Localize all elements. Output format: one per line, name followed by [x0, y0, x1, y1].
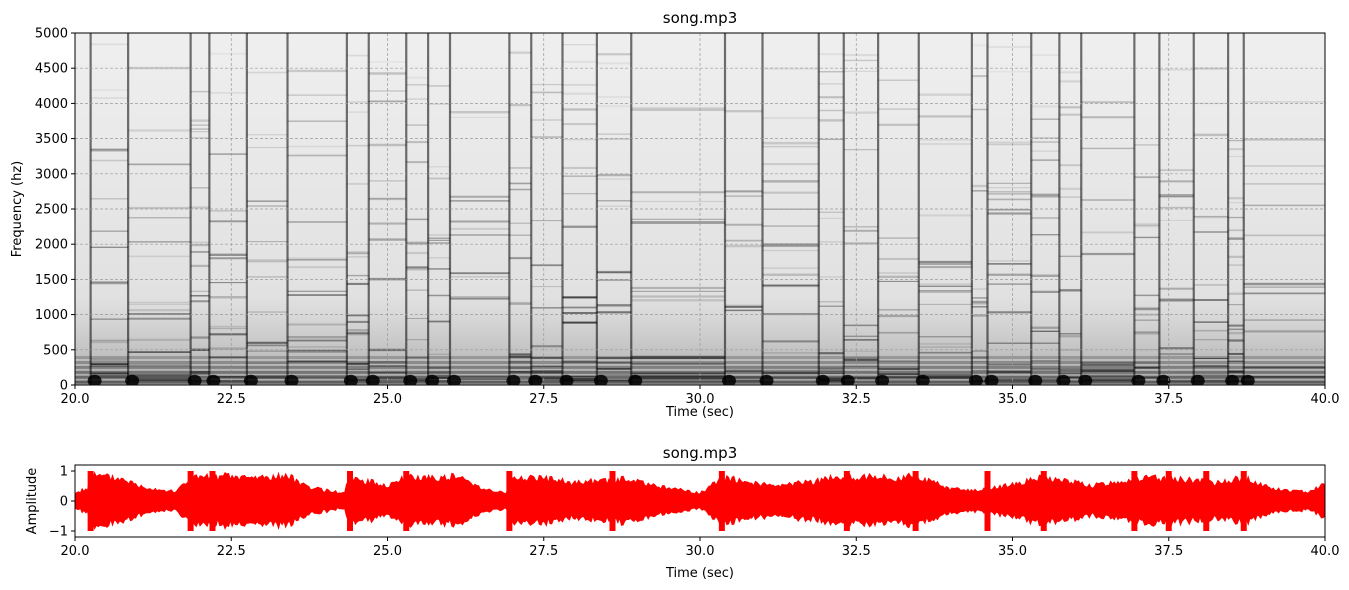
spectrogram-onset-base — [968, 374, 983, 385]
waveform-burst — [718, 471, 725, 531]
waveform-x-tick-label: 37.5 — [1154, 544, 1183, 559]
spectrogram-x-tick-label: 37.5 — [1154, 392, 1183, 407]
spectrogram-onset-base — [984, 374, 999, 385]
spectrogram-x-tick-label: 25.0 — [373, 392, 402, 407]
spectrogram-onset-base — [815, 374, 830, 385]
waveform-y-label: Amplitude — [25, 468, 40, 535]
waveform-signal — [75, 471, 1325, 531]
spectrogram-onset-base — [1225, 374, 1240, 385]
waveform-burst — [506, 471, 513, 531]
spectrogram-onset-base — [447, 374, 461, 385]
spectrogram-x-tick-label: 27.5 — [529, 392, 558, 407]
spectrogram-onset-base — [403, 374, 418, 385]
spectrogram-onset-base — [593, 374, 608, 385]
waveform-panel: song.mp3 20.0 22.5 25.0 27.5 30.0 32.5 35.0 37.… — [25, 444, 1339, 581]
spectrogram-x-tick-label: 40.0 — [1311, 392, 1340, 407]
spectrogram-y-tick-label: 500 — [43, 343, 68, 358]
spectrogram-panel: song.mp3 20.0 22.5 25.0 27.5 30.0 32.5 35.0 37.… — [10, 9, 1339, 420]
spectrogram-x-tick-label: 32.5 — [842, 392, 871, 407]
waveform-burst — [1203, 471, 1210, 531]
spectrogram-y-tick-label: 2500 — [35, 203, 68, 218]
spectrogram-x-tick-label: 30.0 — [686, 392, 715, 407]
spectrogram-onset-base — [243, 374, 258, 385]
waveform-burst — [609, 471, 616, 531]
waveform-x-tick-label: 27.5 — [529, 544, 558, 559]
waveform-burst — [187, 471, 194, 531]
waveform-x-tick-label: 30.0 — [686, 544, 715, 559]
spectrogram-onset-base — [1190, 374, 1205, 385]
spectrogram-onset-base — [206, 374, 221, 385]
waveform-x-tick-label: 35.0 — [998, 544, 1027, 559]
spectrogram-y-tick-label: 3000 — [35, 167, 68, 182]
spectrogram-title: song.mp3 — [663, 9, 737, 27]
waveform-x-tick-label: 32.5 — [842, 544, 871, 559]
waveform-burst — [1131, 471, 1138, 531]
waveform-burst — [912, 471, 919, 531]
spectrogram-onset-base — [343, 374, 358, 385]
spectrogram-onset-base — [528, 374, 543, 385]
spectrogram-onset-base — [125, 374, 140, 385]
waveform-burst — [1040, 471, 1047, 531]
waveform-x-tick-label: 20.0 — [61, 544, 90, 559]
spectrogram-onset-base — [1056, 374, 1071, 385]
waveform-y-tick-label: 0 — [60, 495, 68, 510]
spectrogram-x-tick-label: 20.0 — [61, 392, 90, 407]
spectrogram-x-tick-label: 35.0 — [998, 392, 1027, 407]
spectrogram-onset-base — [1156, 374, 1171, 385]
waveform-burst — [209, 471, 216, 531]
spectrogram-onset-base — [915, 374, 930, 385]
spectrogram-onset-base — [559, 374, 574, 385]
spectrogram-onset-base — [759, 374, 774, 385]
spectrogram-onset-base — [187, 374, 202, 385]
spectrogram-x-tick-label: 22.5 — [217, 392, 246, 407]
waveform-burst — [1165, 471, 1172, 531]
spectrogram-onset-base — [628, 374, 643, 385]
waveform-burst — [984, 471, 991, 531]
waveform-x-tick-label: 25.0 — [373, 544, 402, 559]
spectrogram-onset-base — [284, 374, 299, 385]
spectrogram-onset-base — [1078, 374, 1093, 385]
spectrogram-y-tick-label: 1000 — [35, 308, 68, 323]
waveform-y-tick-label: 1 — [60, 465, 68, 480]
waveform-x-label: Time (sec) — [665, 566, 734, 581]
spectrogram-onset-base — [506, 374, 521, 385]
spectrogram-y-tick-label: 0 — [60, 379, 68, 394]
spectrogram-y-label: Frequency (hz) — [10, 161, 25, 258]
waveform-burst — [403, 471, 410, 531]
spectrogram-y-tick-label: 1500 — [35, 273, 68, 288]
spectrogram-y-tick-label: 5000 — [35, 27, 68, 42]
spectrogram-onset-base — [87, 374, 102, 385]
waveform-burst — [843, 471, 850, 531]
spectrogram-onset-base — [1028, 374, 1043, 385]
spectrogram-onset-base — [722, 374, 736, 385]
spectrogram-y-tick-label: 3500 — [35, 132, 68, 147]
spectrogram-y-tick-label: 4000 — [35, 97, 68, 112]
spectrogram-y-tick-label: 4500 — [35, 62, 68, 77]
spectrogram-onset-base — [365, 374, 380, 385]
spectrogram-onset-base — [875, 374, 890, 385]
spectrogram-x-label: Time (sec) — [665, 405, 734, 420]
waveform-burst — [1240, 471, 1247, 531]
waveform-burst — [347, 471, 353, 531]
spectrogram-onset-base — [1131, 374, 1146, 385]
waveform-x-tick-label: 40.0 — [1311, 544, 1340, 559]
waveform-title: song.mp3 — [663, 444, 737, 462]
spectrogram-onset-base — [425, 374, 440, 385]
spectrogram-onset-base — [1240, 374, 1255, 385]
waveform-y-tick-label: −1 — [49, 525, 68, 540]
waveform-x-tick-label: 22.5 — [217, 544, 246, 559]
spectrogram-y-tick-label: 2000 — [35, 238, 68, 253]
waveform-burst — [87, 471, 94, 531]
spectrogram-onset-base — [840, 374, 855, 385]
